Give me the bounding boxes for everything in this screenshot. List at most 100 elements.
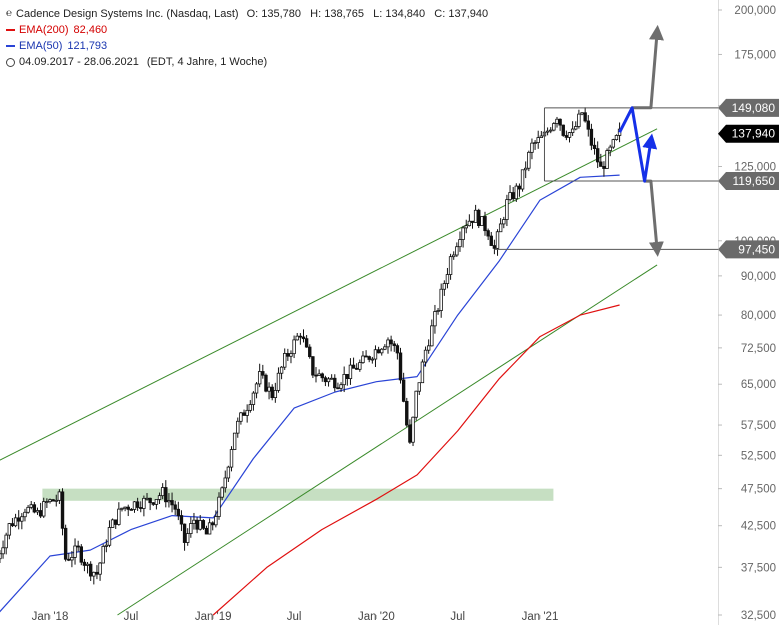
candle [264, 373, 268, 393]
legend-ohlc: O: 135,780 H: 138,765 L: 134,840 C: 137,… [246, 8, 489, 20]
candle [567, 131, 572, 143]
candle [145, 492, 149, 501]
ema50-line [0, 174, 620, 613]
candle [589, 123, 594, 151]
candle [92, 571, 96, 585]
candle-body [179, 515, 184, 525]
candle [502, 216, 506, 229]
candle [298, 333, 303, 345]
candle-body [223, 477, 227, 489]
candle-body [354, 367, 359, 370]
candle-body [273, 390, 278, 399]
candle-body [173, 504, 177, 510]
candle [523, 161, 528, 179]
candle-body [92, 571, 96, 577]
candle [73, 538, 77, 565]
candle-body [214, 516, 218, 526]
candle-body [110, 519, 115, 528]
candle [63, 524, 68, 562]
candle [173, 500, 177, 516]
candle-body [261, 371, 265, 376]
candle-body [129, 508, 134, 511]
candle-body [82, 561, 87, 566]
y-tick-label: 90,000 [741, 271, 776, 283]
legend-range: 04.09.2017 - 28.06.2021 [19, 56, 139, 68]
candle-body [329, 377, 334, 380]
candle-body [13, 517, 18, 527]
price-tag-label: 149,080 [732, 101, 776, 115]
support-zone [42, 488, 554, 501]
candle [533, 140, 537, 150]
candle [395, 343, 400, 360]
candle [467, 214, 472, 227]
candle-body [226, 466, 231, 479]
candle [76, 540, 80, 552]
candle [154, 499, 159, 510]
candle-body [395, 345, 400, 354]
candle [411, 416, 415, 447]
candle [142, 495, 146, 517]
candle-body [85, 563, 90, 566]
candle [386, 337, 390, 354]
candle [317, 369, 321, 377]
candle-body [351, 364, 356, 369]
candle-body [323, 377, 328, 383]
candle-body [157, 495, 162, 500]
candle [608, 144, 612, 157]
candle-body [279, 366, 284, 374]
candle [217, 492, 221, 520]
candle [289, 350, 293, 364]
candle-body [182, 523, 187, 543]
candle [470, 220, 475, 229]
candle-body [257, 371, 262, 385]
ema200-line [212, 304, 620, 616]
candle-body [392, 343, 396, 347]
candle-body [242, 412, 246, 416]
candle [201, 519, 206, 530]
candle-body [502, 219, 506, 225]
price-tag-label: 97,450 [738, 242, 775, 256]
candle [35, 507, 40, 515]
price-tag-label: 119,650 [733, 174, 776, 188]
candle-body [426, 345, 431, 351]
candle-body [35, 510, 40, 513]
candle [414, 390, 418, 421]
candle-body [232, 432, 237, 450]
candle [304, 335, 309, 348]
candle [48, 498, 52, 504]
legend-ema200-row[interactable]: EMA(200) 82,460 [6, 22, 488, 38]
candle-body [167, 500, 171, 503]
candle [380, 348, 384, 356]
candle-body [549, 129, 553, 132]
candle [611, 138, 616, 149]
candle-body [398, 352, 403, 381]
candle-body [376, 349, 381, 354]
price-tag-shape [718, 172, 779, 191]
candle [398, 347, 403, 384]
candle [420, 359, 425, 384]
scenario-up-arrow [632, 24, 664, 110]
candle [595, 141, 600, 169]
candle-body [498, 223, 503, 233]
candle-body [574, 126, 578, 130]
x-tick-label: Jul [124, 611, 139, 623]
legend-ema50-row[interactable]: EMA(50) 121,793 [6, 38, 488, 54]
candle [564, 130, 569, 141]
candle [95, 565, 99, 580]
candle [436, 307, 440, 315]
price-tag: 137,940 [718, 124, 779, 143]
candle [157, 492, 162, 504]
candle-body [445, 274, 450, 284]
candle-body [458, 239, 462, 248]
candle [57, 489, 62, 504]
candle-body [508, 192, 512, 201]
candle [329, 374, 334, 380]
candle [505, 194, 509, 227]
candle [539, 131, 544, 138]
legend-ema200-value: 82,460 [73, 24, 108, 36]
candle [17, 510, 21, 530]
candle-body [245, 409, 249, 416]
candle-body [107, 527, 112, 546]
candle-body [436, 310, 440, 312]
